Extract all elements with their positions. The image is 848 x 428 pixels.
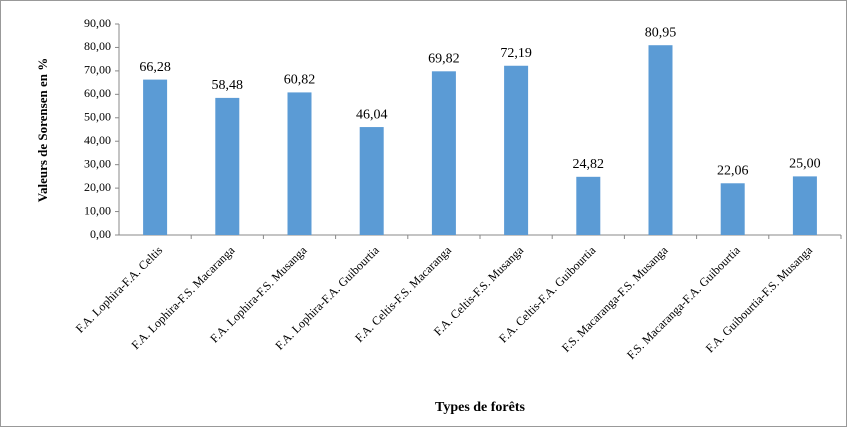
y-tick-label: 10,00	[84, 203, 111, 217]
y-axis-title: Valeurs de Sorensen en %	[35, 58, 50, 202]
y-tick-label: 90,00	[84, 16, 111, 30]
data-label: 46,04	[356, 107, 388, 122]
bar	[720, 183, 745, 235]
data-label: 58,48	[212, 78, 244, 93]
y-tick-label: 50,00	[84, 110, 111, 124]
data-label: 25,00	[789, 157, 821, 172]
y-tick-label: 30,00	[84, 156, 111, 170]
bar	[504, 65, 529, 236]
bar	[431, 71, 456, 236]
data-label: 72,19	[500, 46, 532, 61]
data-label: 24,82	[573, 157, 605, 172]
y-tick-label: 70,00	[84, 63, 111, 77]
bar	[648, 45, 673, 235]
y-tick-label: 60,00	[84, 86, 111, 100]
x-axis-title: Types de forêts	[435, 400, 525, 415]
bar	[287, 92, 312, 235]
bar	[359, 127, 384, 235]
bar	[792, 176, 817, 235]
data-label: 69,82	[428, 52, 460, 67]
y-tick-label: 20,00	[84, 180, 111, 194]
data-label: 60,82	[284, 73, 316, 88]
bar	[576, 176, 601, 235]
y-tick-label: 40,00	[84, 133, 111, 147]
y-tick-label: 80,00	[84, 39, 111, 53]
data-label: 66,28	[139, 60, 171, 75]
data-label: 80,95	[645, 25, 677, 40]
data-label: 22,06	[717, 164, 749, 179]
bar	[143, 79, 168, 235]
bar	[215, 97, 240, 236]
y-tick-label: 0,00	[90, 227, 111, 241]
